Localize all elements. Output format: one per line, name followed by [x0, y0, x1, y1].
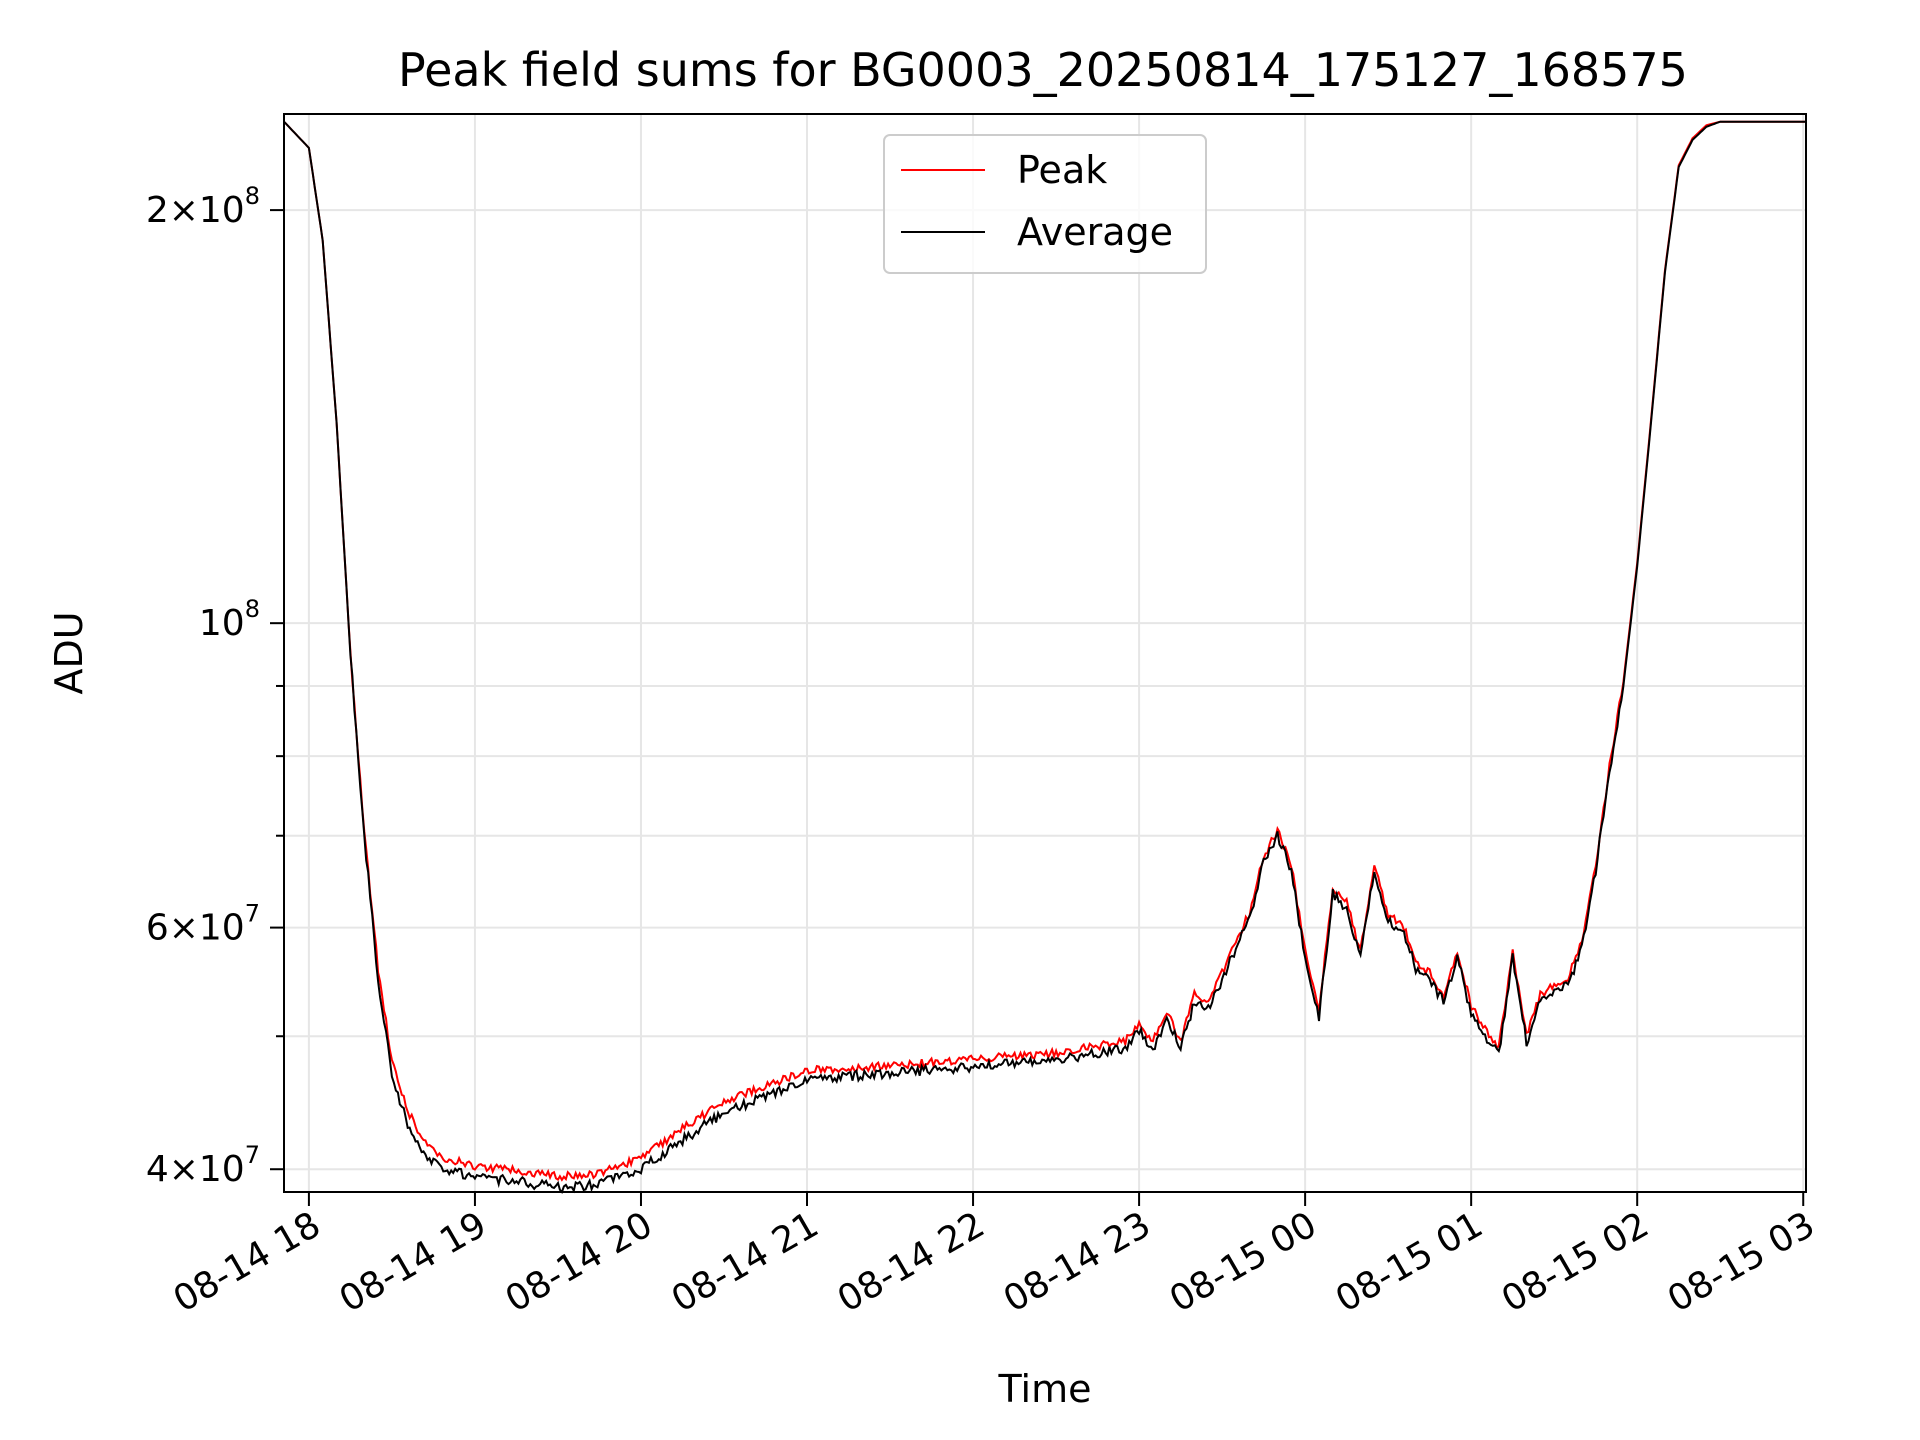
y-axis: 4×107 6×107 108 2×108: [146, 182, 284, 1190]
chart-title: Peak field sums for BG0003_20250814_1751…: [398, 43, 1688, 97]
y-axis-label: ADU: [47, 611, 91, 694]
y-tick-label: 4×107: [146, 1141, 260, 1190]
x-axis-label: Time: [998, 1367, 1092, 1411]
y-tick-label: 2×108: [146, 182, 260, 231]
plot-frame: [283, 113, 1807, 1193]
legend: Peak Average: [883, 134, 1207, 274]
legend-label-peak: Peak: [1017, 148, 1107, 192]
series-line-peak: [283, 120, 1806, 1182]
grid: [284, 114, 1806, 1192]
plot-area: [283, 120, 1806, 1195]
legend-label-average: Average: [1017, 210, 1173, 254]
series-line-average: [283, 120, 1806, 1195]
y-tick-label: 6×107: [146, 900, 260, 949]
y-tick-label: 108: [199, 595, 260, 644]
